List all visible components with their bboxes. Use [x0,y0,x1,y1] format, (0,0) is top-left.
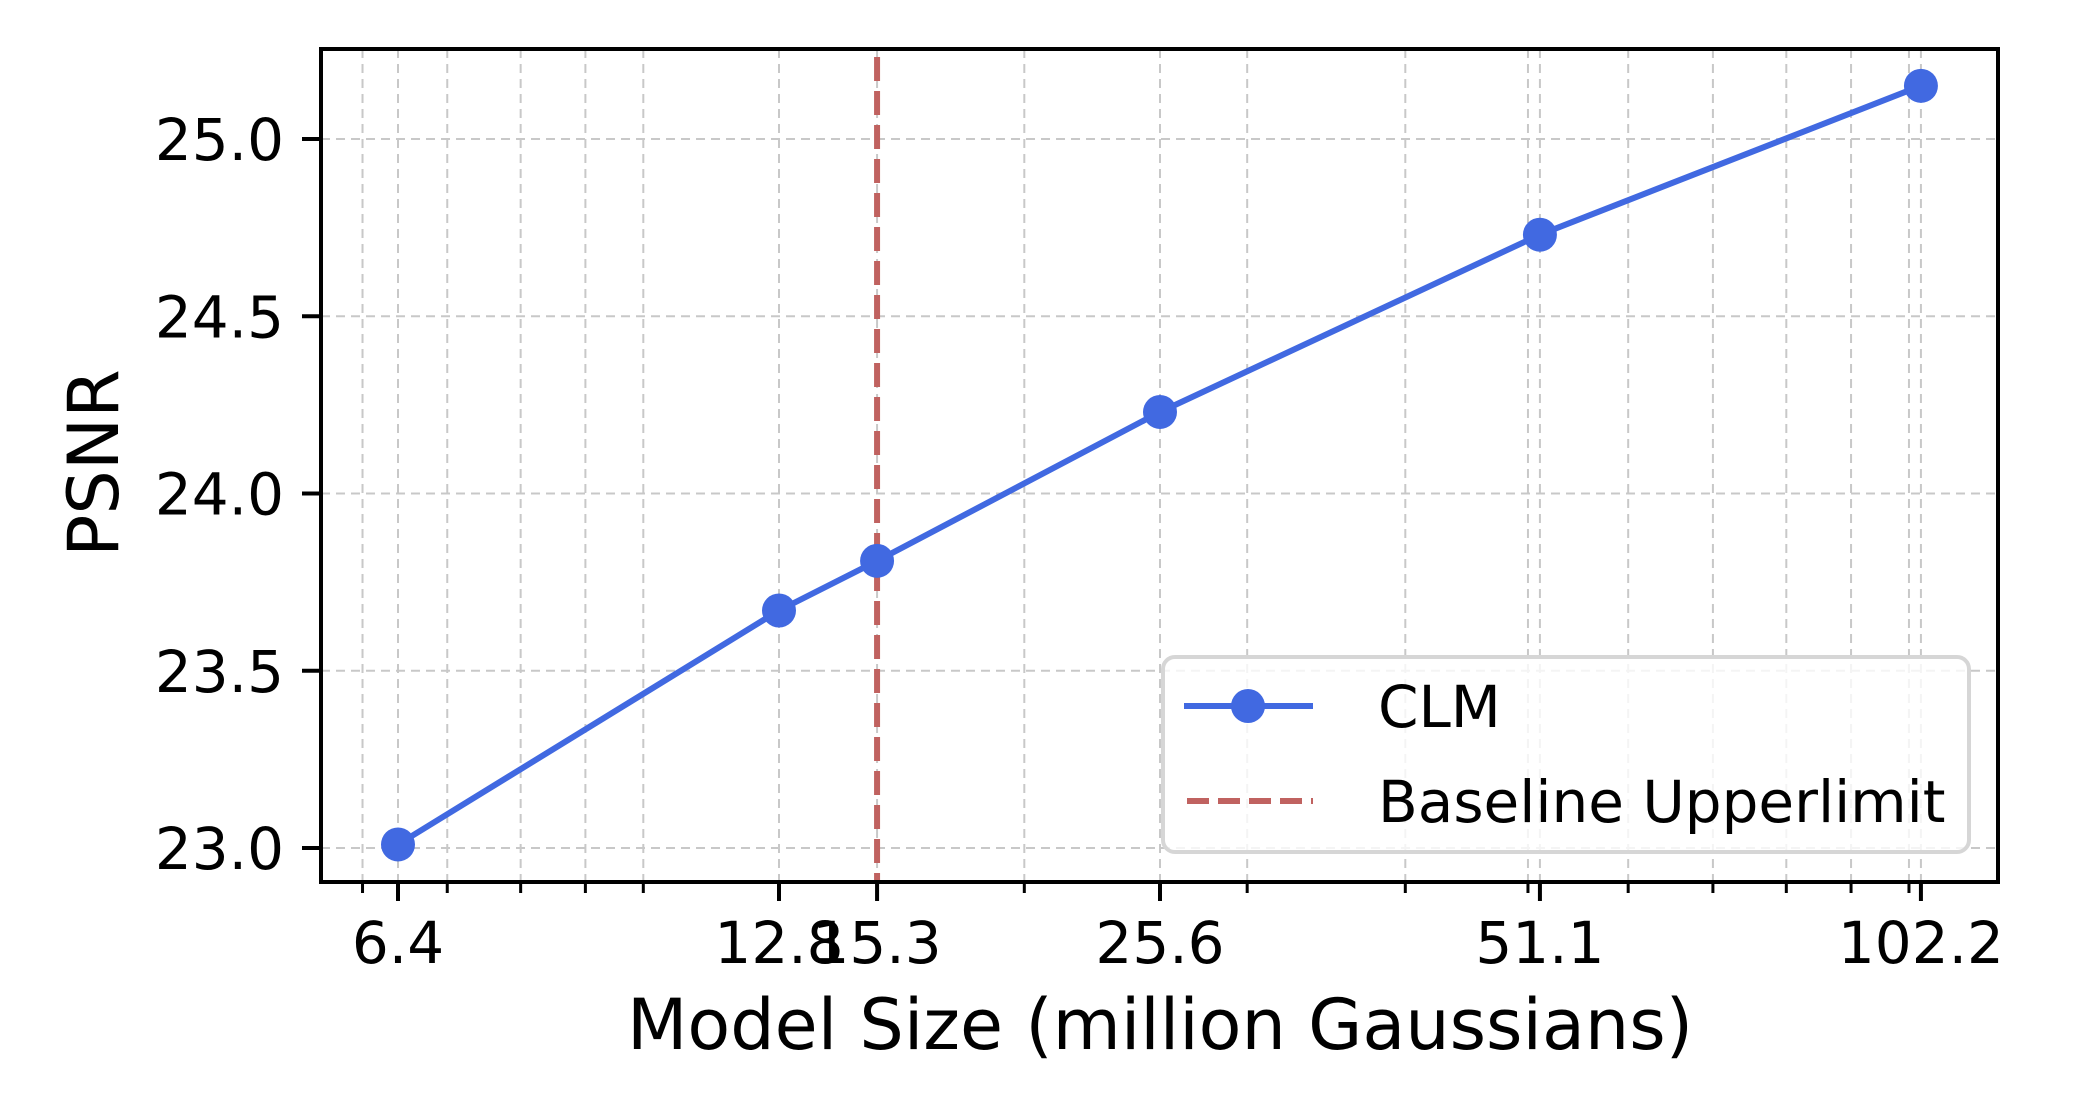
clm-series [381,68,1938,862]
y-axis-ticks: 23.0 23.5 24.0 24.5 25.0 [155,106,321,883]
clm-line [396,83,1922,848]
y-tick-label: 23.0 [155,815,284,883]
x-tick-label: 15.3 [812,909,941,977]
x-tick-label: 25.6 [1095,909,1224,977]
legend-label-clm: CLM [1378,673,1501,741]
y-tick-label: 25.0 [155,106,284,174]
y-axis-label: PSNR [53,369,135,557]
clm-data-point [1903,68,1938,103]
legend: CLM Baseline Upperlimit [1161,655,1971,854]
x-tick-label: 6.4 [352,909,444,977]
y-tick-label: 24.5 [155,283,284,351]
legend-frame [1161,655,1971,854]
clm-data-point [1522,217,1557,252]
x-tick-label: 51.1 [1475,909,1604,977]
legend-label-baseline-upperlimit: Baseline Upperlimit [1378,768,1946,836]
x-axis-ticks: 6.4 12.815.3 25.6 51.1 102.2 [352,882,2004,977]
clm-marker-swatch-icon [1231,689,1265,723]
legend-item-baseline-upperlimit: Baseline Upperlimit [1187,768,1946,836]
x-axis-label: Model Size (million Gaussians) [627,984,1693,1066]
legend-item-clm: CLM [1184,673,1501,741]
clm-data-point [762,593,796,628]
clm-data-point [1143,394,1177,429]
clm-data-point [381,827,415,862]
y-tick-label: 24.0 [155,461,284,529]
x-tick-label: 12.8 [714,909,843,977]
x-tick-label: 102.2 [1838,909,2004,977]
y-tick-label: 23.5 [155,638,284,706]
clm-data-point [860,543,895,578]
